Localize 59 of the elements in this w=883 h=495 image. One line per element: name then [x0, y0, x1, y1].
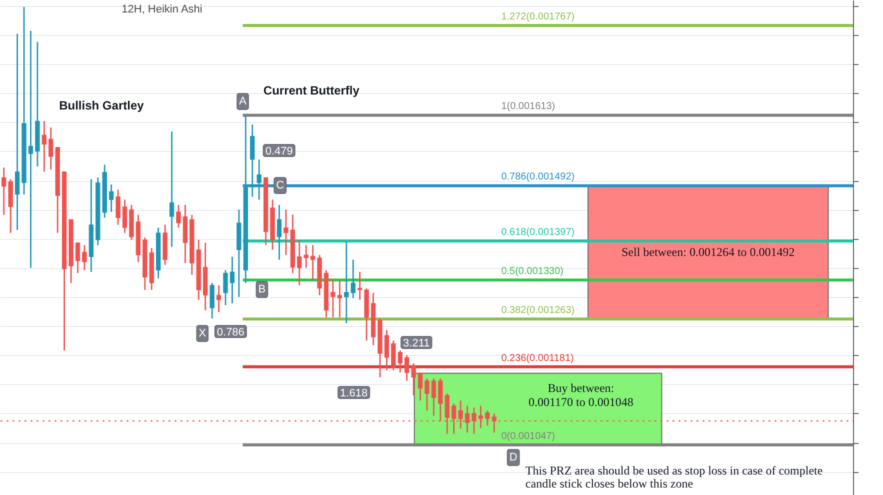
candlestick	[384, 329, 390, 371]
candlestick	[162, 224, 168, 266]
candlestick	[310, 244, 316, 281]
annotation: X	[198, 328, 207, 340]
candlestick	[42, 120, 46, 172]
chart-title: 12H, Heikin Ashi	[122, 4, 202, 16]
candlestick	[14, 32, 20, 231]
candlestick	[330, 279, 336, 318]
candlestick	[35, 41, 40, 168]
annotation: 0.479	[265, 146, 293, 158]
ref-line-label: 1(0.001613)	[501, 101, 556, 112]
candlestick	[216, 284, 222, 313]
ref-line-label: 0.382(0.001263)	[501, 305, 575, 316]
candlestick	[108, 184, 114, 213]
candlestick	[478, 405, 484, 429]
annotation: Current Butterfly	[263, 84, 360, 98]
ref-line-label: 0(0.001047)	[501, 430, 556, 442]
candlestick	[418, 372, 423, 402]
annotation: This PRZ area should be used as stop loss in case of complete candle stick closes below this zone	[525, 464, 823, 490]
candlestick	[210, 282, 214, 320]
candlestick	[364, 287, 369, 342]
candlestick	[324, 269, 329, 318]
candlestick	[492, 412, 496, 434]
candlestick	[122, 198, 128, 234]
candlestick	[182, 204, 188, 264]
ref-line-label: 1.272(0.001767)	[501, 12, 575, 23]
annotation: Bullish Gartley	[59, 98, 144, 112]
candlestick	[276, 204, 282, 260]
annotation: B	[258, 284, 266, 296]
candlestick	[370, 292, 376, 346]
candlestick	[284, 208, 288, 256]
annotation: 0.786	[216, 326, 244, 338]
ref-line-label: 0.5(0.001330)	[501, 266, 564, 278]
annotation: A	[239, 96, 248, 108]
ref-line-label: 0.618(0.001397)	[501, 227, 575, 238]
candlestick	[88, 178, 94, 273]
band-label: Buy between: 0.001170 to 0.001048	[528, 381, 634, 410]
annotation: C	[276, 180, 284, 192]
candlestick	[22, 6, 26, 196]
candlestick	[290, 214, 295, 274]
band-label: Sell between: 0.001264 to 0.001492	[621, 245, 795, 260]
candlestick	[169, 130, 174, 248]
candlestick	[256, 158, 262, 200]
candlestick	[464, 405, 470, 434]
candlestick	[250, 124, 255, 198]
annotation: D	[509, 452, 518, 464]
candlestick	[156, 226, 161, 279]
candlestick	[28, 30, 34, 268]
candlestick	[136, 214, 141, 263]
candlestick	[431, 378, 436, 416]
ref-line-label: 0.786(0.001492)	[501, 172, 575, 183]
annotation: 1.618	[340, 388, 368, 400]
candlestick	[337, 279, 342, 318]
candlestick	[230, 256, 235, 304]
candlestick	[203, 242, 208, 312]
candlestick	[485, 410, 490, 426]
ref-line-label: 0.236(0.001181)	[501, 352, 574, 364]
candlestick	[358, 271, 362, 301]
annotation: 3.211	[403, 338, 430, 350]
